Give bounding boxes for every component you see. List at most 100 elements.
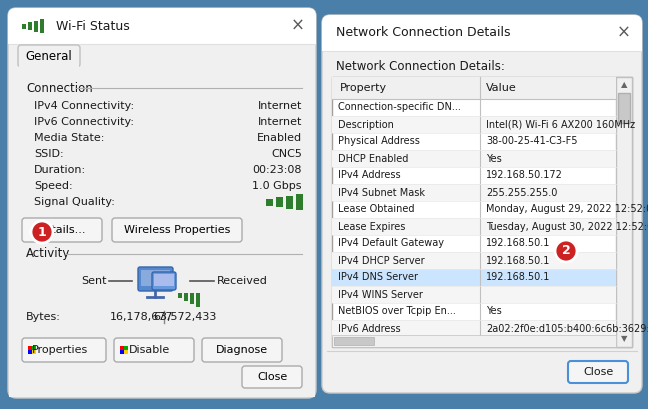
- Text: Close: Close: [257, 372, 287, 382]
- Bar: [178, 293, 182, 298]
- Text: IPv4 Subnet Mask: IPv4 Subnet Mask: [338, 187, 425, 198]
- Text: Yes: Yes: [486, 306, 502, 317]
- Bar: [32, 350, 36, 354]
- Text: Network Connection Details: Network Connection Details: [336, 27, 511, 40]
- Text: ▼: ▼: [621, 335, 627, 344]
- Text: 192.168.50.1: 192.168.50.1: [486, 238, 550, 249]
- Text: Duration:: Duration:: [34, 165, 86, 175]
- FancyBboxPatch shape: [114, 338, 194, 362]
- Text: Sent: Sent: [82, 276, 107, 286]
- Bar: [184, 293, 188, 301]
- Text: Intel(R) Wi-Fi 6 AX200 160MHz: Intel(R) Wi-Fi 6 AX200 160MHz: [486, 119, 635, 130]
- Text: IPv6 Connectivity:: IPv6 Connectivity:: [34, 117, 134, 127]
- Bar: [40, 19, 44, 33]
- Text: 192.168.50.1: 192.168.50.1: [486, 272, 550, 283]
- FancyBboxPatch shape: [568, 361, 628, 383]
- Text: Yes: Yes: [486, 153, 502, 164]
- FancyBboxPatch shape: [8, 8, 316, 44]
- Bar: [332, 184, 616, 201]
- Text: Internet: Internet: [258, 117, 302, 127]
- Text: Lease Expires: Lease Expires: [338, 222, 406, 231]
- Text: Property: Property: [340, 83, 387, 93]
- FancyBboxPatch shape: [322, 15, 642, 51]
- Text: IPv4 Connectivity:: IPv4 Connectivity:: [34, 101, 134, 111]
- Bar: [120, 350, 124, 354]
- Text: NetBIOS over Tcpip En...: NetBIOS over Tcpip En...: [338, 306, 456, 317]
- Bar: [334, 337, 374, 345]
- FancyBboxPatch shape: [22, 218, 102, 242]
- FancyBboxPatch shape: [22, 338, 106, 362]
- Circle shape: [555, 240, 577, 262]
- FancyBboxPatch shape: [138, 267, 173, 291]
- Text: Lease Obtained: Lease Obtained: [338, 204, 415, 214]
- FancyBboxPatch shape: [18, 45, 80, 67]
- Bar: [322, 35, 642, 51]
- FancyBboxPatch shape: [322, 15, 642, 393]
- Bar: [332, 286, 616, 303]
- FancyBboxPatch shape: [152, 272, 176, 290]
- Text: 38-00-25-41-C3-F5: 38-00-25-41-C3-F5: [486, 137, 577, 146]
- Text: Bytes:: Bytes:: [26, 312, 61, 322]
- Text: 192.168.50.1: 192.168.50.1: [486, 256, 550, 265]
- Text: Received: Received: [217, 276, 268, 286]
- Text: Signal Quality:: Signal Quality:: [34, 197, 115, 207]
- Text: 192.168.50.172: 192.168.50.172: [486, 171, 563, 180]
- Bar: [124, 350, 128, 354]
- Text: Wireless Properties: Wireless Properties: [124, 225, 230, 235]
- Bar: [32, 346, 36, 350]
- Text: Details...: Details...: [37, 225, 87, 235]
- Text: 2a02:2f0e:d105:b400:6c6b:3629:367:: 2a02:2f0e:d105:b400:6c6b:3629:367:: [486, 324, 648, 333]
- Bar: [190, 293, 194, 304]
- Text: ▲: ▲: [621, 81, 627, 90]
- Text: DHCP Enabled: DHCP Enabled: [338, 153, 408, 164]
- Bar: [19, 64, 79, 68]
- Bar: [28, 22, 32, 30]
- Text: IPv4 WINS Server: IPv4 WINS Server: [338, 290, 423, 299]
- FancyBboxPatch shape: [242, 366, 302, 388]
- Text: 16,178,677: 16,178,677: [110, 312, 174, 322]
- Bar: [28, 346, 32, 350]
- Text: CNC5: CNC5: [271, 149, 302, 159]
- Text: Tuesday, August 30, 2022 12:52:04 F: Tuesday, August 30, 2022 12:52:04 F: [486, 222, 648, 231]
- Text: IPv6 Address: IPv6 Address: [338, 324, 400, 333]
- Bar: [196, 293, 200, 307]
- Bar: [266, 198, 273, 205]
- Text: Disable: Disable: [130, 345, 170, 355]
- Text: Media State:: Media State:: [34, 133, 104, 143]
- Bar: [141, 270, 170, 286]
- Bar: [22, 23, 26, 29]
- Bar: [286, 196, 293, 209]
- Bar: [9, 67, 315, 397]
- Bar: [28, 350, 32, 354]
- Text: Connection: Connection: [26, 81, 93, 94]
- Text: Properties: Properties: [32, 345, 88, 355]
- Bar: [332, 269, 616, 286]
- Bar: [124, 346, 128, 350]
- Text: Speed:: Speed:: [34, 181, 73, 191]
- Bar: [618, 93, 630, 123]
- Bar: [34, 20, 38, 31]
- Bar: [616, 77, 632, 347]
- Bar: [276, 197, 283, 207]
- Bar: [154, 274, 174, 286]
- Bar: [332, 116, 616, 133]
- Text: 00:23:08: 00:23:08: [253, 165, 302, 175]
- Text: IPv4 DNS Server: IPv4 DNS Server: [338, 272, 418, 283]
- Circle shape: [31, 221, 53, 243]
- Text: Diagnose: Diagnose: [216, 345, 268, 355]
- Text: Connection-specific DN...: Connection-specific DN...: [338, 103, 461, 112]
- Text: Physical Address: Physical Address: [338, 137, 420, 146]
- Text: 255.255.255.0: 255.255.255.0: [486, 187, 557, 198]
- Text: ×: ×: [291, 17, 305, 35]
- Bar: [332, 77, 632, 347]
- FancyBboxPatch shape: [112, 218, 242, 242]
- Bar: [332, 335, 616, 347]
- Text: ×: ×: [617, 24, 631, 42]
- Text: Monday, August 29, 2022 12:52:06 P: Monday, August 29, 2022 12:52:06 P: [486, 204, 648, 214]
- Text: Description: Description: [338, 119, 394, 130]
- Text: 63,572,433: 63,572,433: [154, 312, 217, 322]
- Bar: [296, 194, 303, 210]
- Bar: [332, 320, 616, 337]
- Text: Activity: Activity: [26, 247, 71, 261]
- Text: 2: 2: [562, 245, 570, 258]
